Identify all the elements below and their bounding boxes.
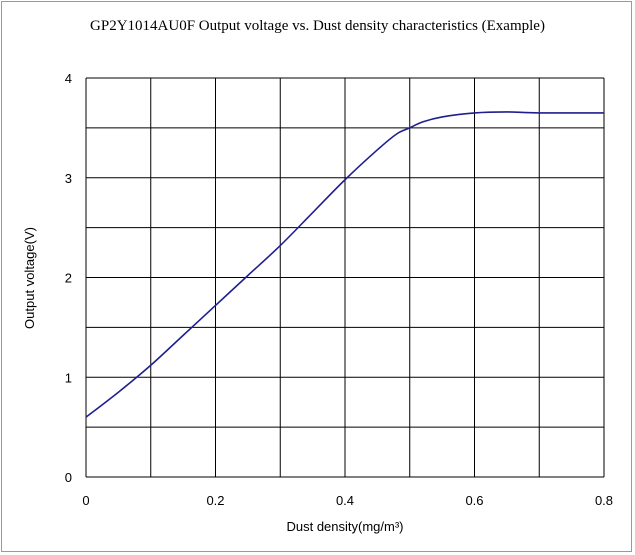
y-tick-labels: 0 1 2 3 4 xyxy=(65,71,72,485)
y-tick-label: 3 xyxy=(65,171,72,186)
y-tick-label: 4 xyxy=(65,71,72,86)
x-tick-label: 0 xyxy=(82,493,89,508)
y-tick-label: 1 xyxy=(65,370,72,385)
y-axis-label: Output voltage(V) xyxy=(22,227,37,329)
x-tick-label: 0.4 xyxy=(336,493,354,508)
x-tick-label: 0.2 xyxy=(206,493,224,508)
grid-lines xyxy=(85,77,605,478)
series-line xyxy=(85,111,605,418)
chart-title: GP2Y1014AU0F Output voltage vs. Dust den… xyxy=(90,18,545,34)
x-tick-label: 0.6 xyxy=(465,493,483,508)
x-axis-label: Dust density(mg/m³) xyxy=(286,519,403,534)
y-tick-label: 0 xyxy=(65,470,72,485)
x-tick-label: 0.8 xyxy=(595,493,613,508)
y-tick-label: 2 xyxy=(65,271,72,286)
x-tick-labels: 0 0.2 0.4 0.6 0.8 xyxy=(82,493,613,508)
